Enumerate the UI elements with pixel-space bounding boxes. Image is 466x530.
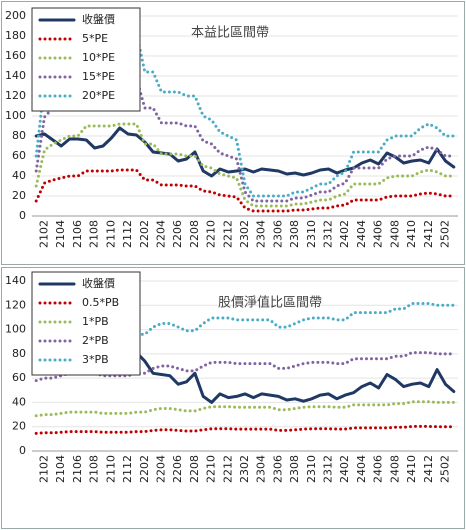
x-tick-label: 2412 [422,220,435,248]
x-tick-label: 2402 [338,455,351,483]
series-line [34,122,456,208]
y-tick-label: 120 [5,89,26,102]
series-line [34,76,456,203]
x-tick-label: 2208 [188,455,201,483]
x-tick-label: 2304 [255,220,268,248]
x-tick-label: 2106 [71,220,84,248]
legend-label: 5*PE [82,32,108,45]
x-tick-label: 2210 [205,220,218,248]
x-tick-label: 2410 [405,220,418,248]
x-tick-label: 2110 [104,220,117,248]
y-tick-label: 80 [12,129,26,142]
x-tick-label: 2308 [288,220,301,248]
x-tick-label: 2302 [238,455,251,483]
series-line [34,400,456,418]
series-line [34,168,456,213]
y-tick-label: 140 [5,69,26,82]
x-tick-label: 2102 [38,455,51,483]
x-tick-label: 2310 [305,455,318,483]
legend-label: 10*PE [82,51,115,64]
series-line [34,351,456,383]
series-line [34,424,456,435]
x-tick-label: 2202 [138,455,151,483]
x-tick-label: 2106 [71,455,84,483]
y-tick-label: 60 [12,149,26,162]
legend-label: 1*PB [82,315,109,328]
x-tick-label: 2312 [322,220,335,248]
x-tick-label: 2104 [54,220,67,248]
x-tick-label: 2404 [355,220,368,248]
x-tick-label: 2212 [221,455,234,483]
series-line [34,302,456,347]
x-tick-label: 2204 [154,220,167,248]
x-tick-label: 2402 [338,220,351,248]
x-tick-label: 2502 [438,220,451,248]
y-tick-label: 100 [5,109,26,122]
x-tick-label: 2306 [271,220,284,248]
x-tick-label: 2112 [121,455,134,483]
y-tick-label: 20 [12,189,26,202]
x-tick-label: 2302 [238,220,251,248]
y-tick-label: 120 [5,298,26,311]
y-tick-label: 60 [12,371,26,384]
x-tick-label: 2406 [372,455,385,483]
legend-label: 0.5*PB [82,296,119,309]
x-tick-label: 2204 [154,455,167,483]
x-tick-label: 2112 [121,220,134,248]
x-tick-label: 2408 [388,220,401,248]
legend-label: 15*PE [82,70,115,83]
chart-title: 股價淨值比區間帶 [218,295,322,311]
x-tick-label: 2308 [288,455,301,483]
legend-label: 20*PE [82,89,115,102]
x-tick-label: 2104 [54,455,67,483]
x-tick-label: 2206 [171,455,184,483]
x-tick-label: 2410 [405,455,418,483]
x-tick-label: 2304 [255,455,268,483]
y-tick-label: 160 [5,49,26,62]
x-tick-label: 2404 [355,455,368,483]
y-tick-label: 20 [12,420,26,433]
y-tick-label: 40 [12,395,26,408]
y-tick-label: 80 [12,347,26,360]
x-tick-label: 2212 [221,220,234,248]
x-tick-label: 2502 [438,455,451,483]
y-tick-label: 40 [12,169,26,182]
x-tick-label: 2306 [271,455,284,483]
x-tick-label: 2312 [322,455,335,483]
legend-label: 收盤價 [82,12,115,26]
y-tick-label: 0 [19,444,26,457]
x-tick-label: 2202 [138,220,151,248]
chart-title: 本益比區間帶 [191,26,269,41]
x-tick-label: 2208 [188,220,201,248]
y-tick-label: 140 [5,274,26,287]
x-tick-label: 2110 [104,455,117,483]
x-tick-label: 2408 [388,455,401,483]
x-tick-label: 2108 [88,220,101,248]
legend-label: 2*PB [82,334,109,347]
y-tick-label: 200 [5,9,26,22]
x-tick-label: 2412 [422,455,435,483]
x-tick-label: 2310 [305,220,318,248]
legend-label: 收盤價 [82,276,115,290]
x-tick-label: 2206 [171,220,184,248]
legend-label: 3*PB [82,353,109,366]
y-tick-label: 0 [19,209,26,222]
x-tick-label: 2406 [372,220,385,248]
x-tick-label: 2102 [38,220,51,248]
y-tick-label: 180 [5,29,26,42]
x-tick-label: 2210 [205,455,218,483]
y-tick-label: 100 [5,323,26,336]
series-line [34,126,456,178]
x-tick-label: 2108 [88,455,101,483]
